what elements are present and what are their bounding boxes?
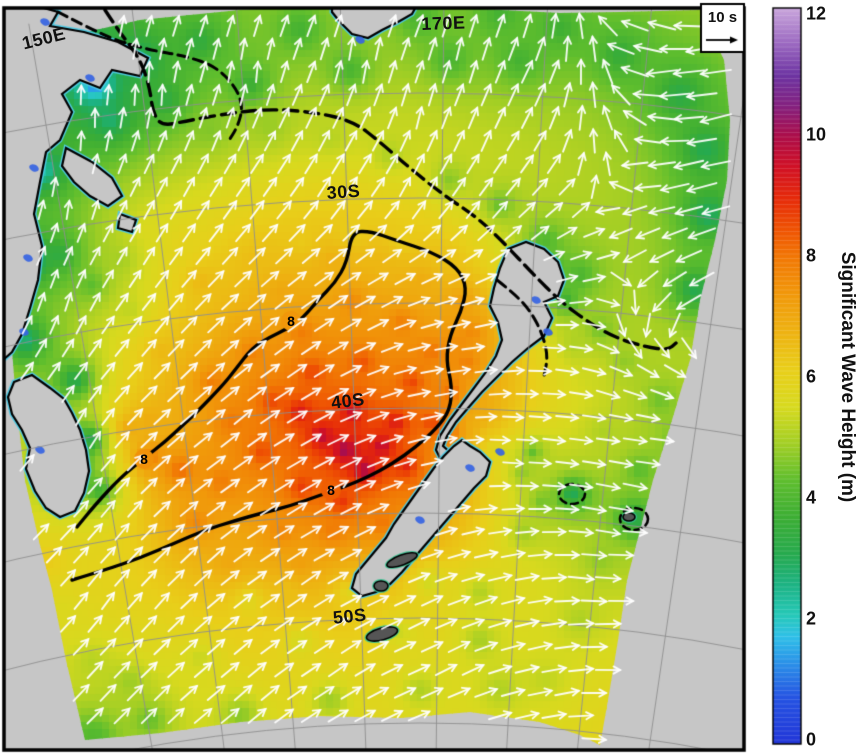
graticule-label-40s: 40S (330, 388, 366, 413)
vector-scale-label: 10 s (707, 9, 738, 26)
colorbar-tick-12: 12 (806, 3, 827, 24)
contour-label-8: 8 (287, 313, 295, 329)
colorbar-tick-6: 6 (806, 366, 817, 387)
graticule-label-170e: 170E (421, 12, 466, 34)
colorbar-tick-4: 4 (806, 487, 817, 508)
graticule-label-50s: 50S (332, 604, 368, 628)
colorbar-title: Significant Wave Height (m) (837, 251, 858, 503)
colorbar-tick-8: 8 (806, 245, 817, 266)
contour-label-8: 8 (140, 451, 148, 467)
contour-label-8: 8 (327, 482, 335, 498)
colorbar-tick-2: 2 (806, 608, 817, 629)
colorbar-tick-0: 0 (806, 729, 817, 750)
graticule-label-30s: 30S (326, 180, 361, 203)
colorbar-tick-10: 10 (806, 124, 827, 145)
